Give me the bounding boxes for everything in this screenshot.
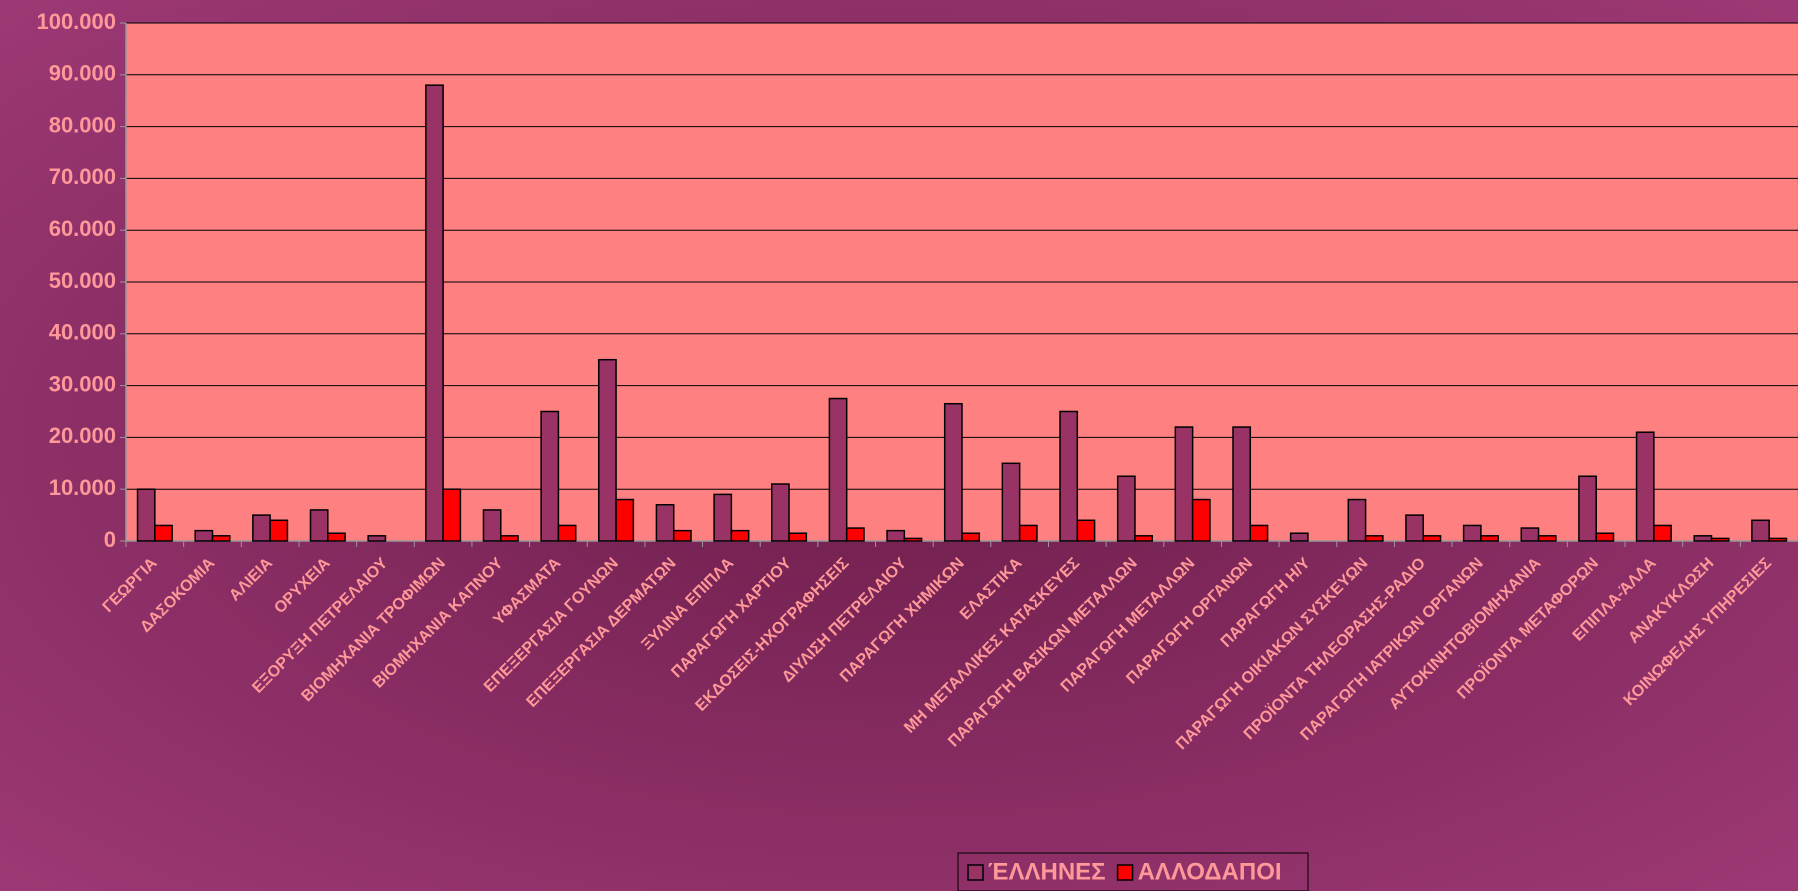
y-tick-label: 80.000 bbox=[49, 112, 116, 137]
bar bbox=[672, 529, 692, 542]
bar bbox=[1405, 514, 1424, 542]
legend-swatch bbox=[1116, 864, 1134, 881]
bar bbox=[1595, 532, 1615, 542]
bar bbox=[1710, 537, 1730, 542]
bar bbox=[655, 503, 675, 542]
bar bbox=[194, 529, 214, 542]
bar bbox=[1289, 532, 1309, 542]
bar bbox=[1653, 524, 1672, 542]
bar bbox=[1364, 535, 1384, 542]
bar bbox=[557, 524, 577, 542]
bar bbox=[1347, 498, 1367, 542]
bar bbox=[482, 509, 502, 542]
y-tick-label: 40.000 bbox=[49, 320, 116, 345]
bar bbox=[615, 498, 635, 542]
bar bbox=[1537, 535, 1557, 542]
bar bbox=[770, 483, 790, 542]
bar bbox=[540, 410, 560, 542]
bar bbox=[1134, 535, 1154, 542]
bar bbox=[1422, 535, 1442, 542]
bar bbox=[1116, 475, 1136, 542]
y-tick-label: 100.000 bbox=[36, 9, 116, 34]
y-tick-label: 50.000 bbox=[49, 268, 116, 293]
bar bbox=[1018, 524, 1038, 542]
bar bbox=[598, 358, 617, 542]
legend-swatch bbox=[967, 864, 984, 881]
bar bbox=[1059, 410, 1079, 542]
bar bbox=[269, 519, 289, 542]
bar bbox=[1693, 535, 1713, 542]
bar bbox=[730, 529, 750, 542]
bar bbox=[788, 532, 808, 542]
bar bbox=[309, 509, 329, 542]
bar bbox=[1751, 519, 1770, 542]
bar bbox=[252, 514, 271, 542]
legend-label: ΈΛΛΗΝΕΣ bbox=[988, 858, 1106, 885]
bar bbox=[1001, 462, 1021, 542]
bar bbox=[886, 529, 906, 542]
bar bbox=[1768, 537, 1788, 542]
bar bbox=[500, 535, 519, 542]
y-tick-label: 60.000 bbox=[49, 216, 116, 241]
bar bbox=[1635, 431, 1655, 542]
bar bbox=[327, 532, 346, 542]
bar bbox=[367, 535, 387, 542]
bar bbox=[425, 84, 444, 542]
y-tick-label: 70.000 bbox=[49, 164, 116, 189]
y-tick-label: 0 bbox=[104, 527, 116, 552]
y-tick-label: 10.000 bbox=[49, 475, 116, 500]
bar bbox=[943, 402, 963, 542]
legend-label: ΑΛΛΟΔΑΠΟΙ bbox=[1138, 858, 1282, 885]
bar bbox=[136, 488, 156, 542]
y-tick-label: 20.000 bbox=[49, 423, 116, 448]
bar bbox=[211, 535, 231, 542]
bar bbox=[1480, 535, 1499, 542]
bar bbox=[1249, 524, 1269, 542]
bar bbox=[1232, 426, 1252, 542]
bar bbox=[1520, 527, 1540, 542]
bar bbox=[845, 527, 865, 542]
bar bbox=[1191, 498, 1211, 542]
bar bbox=[1578, 475, 1597, 542]
legend: ΈΛΛΗΝΕΣ ΑΛΛΟΔΑΠΟΙ bbox=[957, 852, 1309, 891]
bar bbox=[1076, 519, 1096, 542]
bar bbox=[903, 537, 923, 542]
bar bbox=[713, 493, 733, 542]
legend-box bbox=[957, 852, 1309, 891]
bar bbox=[828, 397, 848, 542]
bar bbox=[1174, 426, 1194, 542]
bar bbox=[442, 488, 462, 542]
bar bbox=[154, 524, 173, 542]
bar bbox=[1462, 524, 1482, 542]
bar bbox=[961, 532, 981, 542]
y-tick-label: 90.000 bbox=[49, 61, 116, 86]
y-tick-label: 30.000 bbox=[49, 371, 116, 396]
